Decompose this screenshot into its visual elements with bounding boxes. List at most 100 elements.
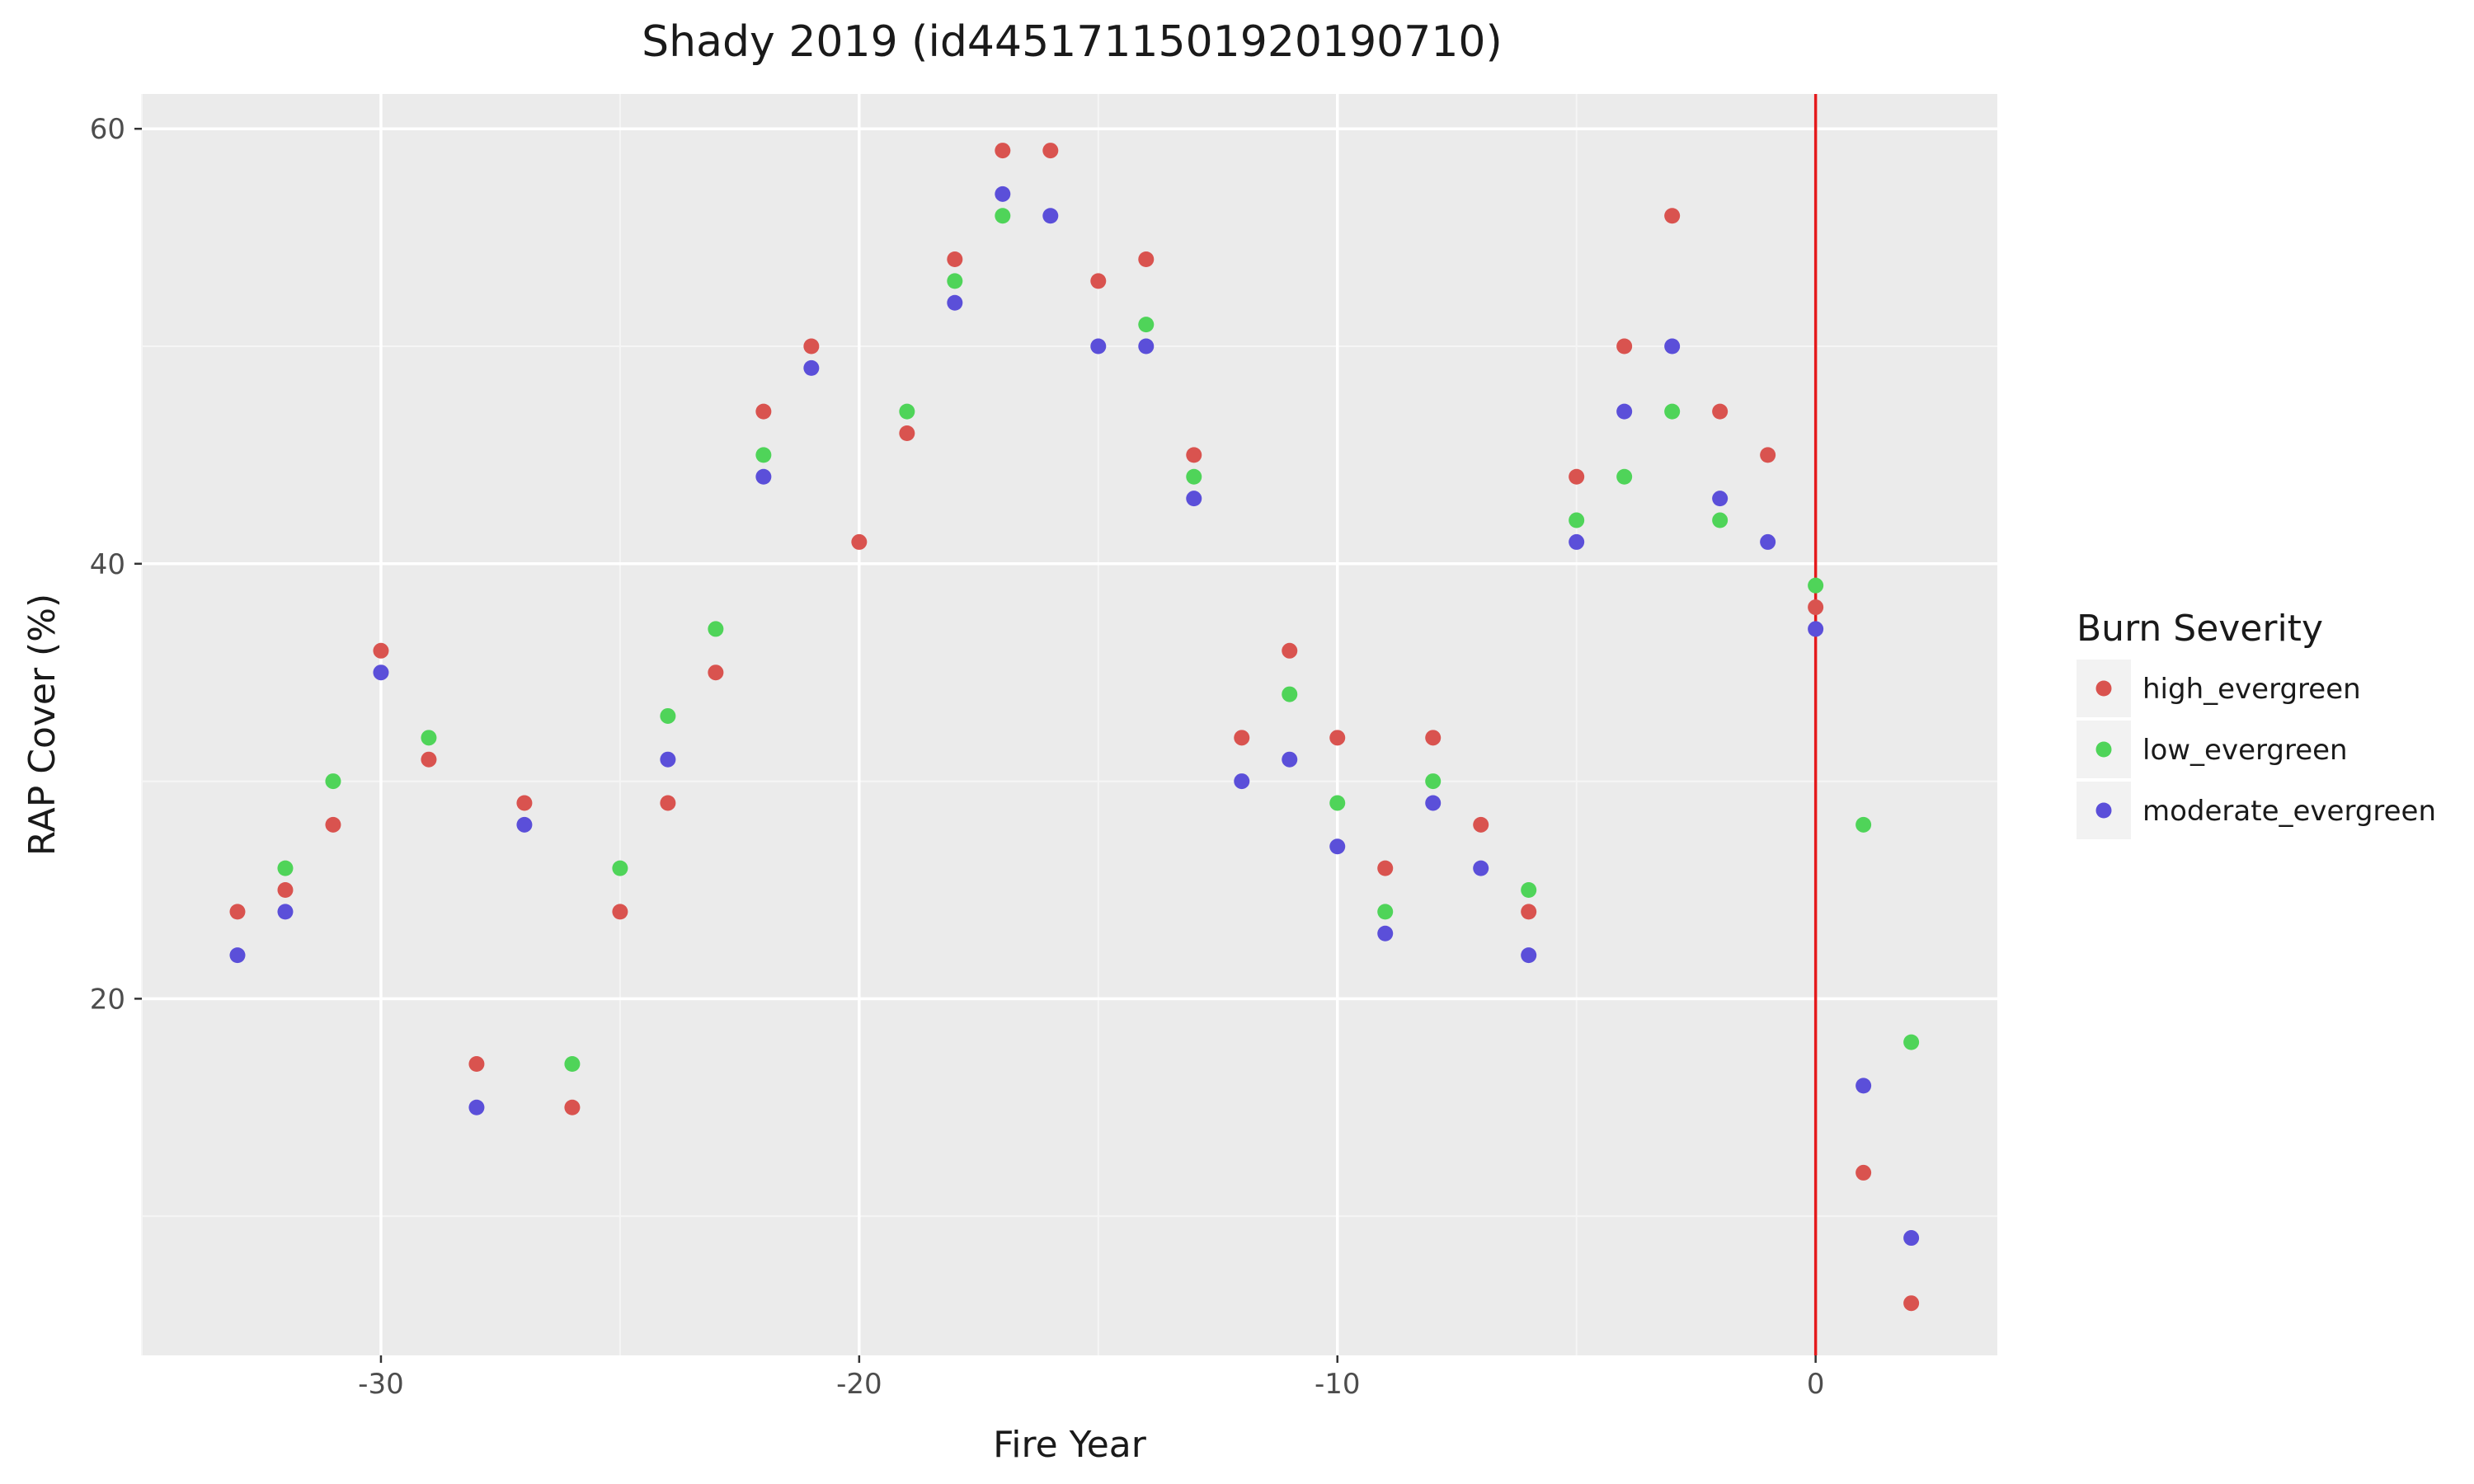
- data-point: [1282, 642, 1298, 659]
- data-point: [1616, 338, 1633, 355]
- data-point: [1138, 317, 1155, 333]
- x-axis-ticks: -30 -20 -10 0: [358, 1355, 1824, 1401]
- legend-label: moderate_evergreen: [2142, 795, 2436, 828]
- data-point: [1138, 251, 1155, 267]
- data-point: [1903, 1230, 1920, 1247]
- data-point: [1760, 533, 1776, 550]
- legend-label: low_evergreen: [2142, 734, 2348, 767]
- data-point: [1712, 512, 1729, 528]
- data-point: [803, 338, 820, 355]
- data-point: [1616, 468, 1633, 485]
- data-point: [1138, 338, 1155, 355]
- data-point: [1664, 403, 1681, 420]
- data-point: [708, 621, 724, 637]
- data-point: [612, 860, 628, 876]
- data-point: [373, 642, 389, 659]
- data-point: [1856, 1164, 1872, 1181]
- series-high-evergreen: [229, 143, 1920, 1312]
- data-point: [1808, 577, 1824, 594]
- data-point: [564, 1056, 581, 1073]
- data-point: [1473, 860, 1489, 876]
- data-point: [1234, 730, 1250, 746]
- data-point: [1616, 403, 1633, 420]
- data-point: [1186, 468, 1202, 485]
- chart-title: Shady 2019 (id4451711501920190710): [642, 17, 1503, 67]
- data-point: [325, 773, 341, 790]
- data-point: [660, 751, 676, 768]
- data-point: [1090, 273, 1107, 289]
- data-point: [1856, 1078, 1872, 1094]
- data-point: [277, 881, 294, 898]
- legend-items: high_evergreen low_evergreen moderate_ever…: [2077, 660, 2436, 839]
- data-point: [1186, 491, 1202, 507]
- data-point: [660, 707, 676, 724]
- legend-label: high_evergreen: [2142, 673, 2361, 706]
- data-point: [421, 730, 437, 746]
- data-point: [1856, 816, 1872, 833]
- data-point: [1664, 208, 1681, 224]
- x-tick-label: -20: [836, 1368, 882, 1401]
- data-points: [229, 143, 1920, 1312]
- data-point: [468, 1099, 485, 1115]
- y-tick-label: 60: [90, 113, 125, 146]
- data-point: [516, 795, 533, 811]
- data-point: [755, 447, 772, 463]
- data-point: [947, 251, 963, 267]
- data-point: [1903, 1034, 1920, 1050]
- series-moderate-evergreen: [229, 186, 1920, 1247]
- data-point: [1282, 751, 1298, 768]
- data-point: [995, 208, 1011, 224]
- data-point: [1903, 1295, 1920, 1312]
- data-point: [1521, 881, 1537, 898]
- y-axis-title: RAP Cover (%): [21, 594, 63, 856]
- data-point: [995, 143, 1011, 159]
- data-point: [1760, 447, 1776, 463]
- data-point: [1090, 338, 1107, 355]
- data-point: [421, 751, 437, 768]
- data-point: [1712, 403, 1729, 420]
- data-point: [1234, 773, 1250, 790]
- data-point: [1186, 447, 1202, 463]
- data-point: [1569, 533, 1585, 550]
- legend-key-marker: [2095, 802, 2112, 819]
- data-point: [803, 359, 820, 376]
- data-point: [708, 665, 724, 681]
- data-point: [373, 665, 389, 681]
- data-point: [1042, 208, 1059, 224]
- data-point: [229, 947, 246, 964]
- data-point: [1377, 860, 1394, 876]
- data-point: [1377, 904, 1394, 920]
- grid-minor: [141, 94, 1997, 1355]
- data-point: [612, 904, 628, 920]
- data-point: [995, 186, 1011, 202]
- data-point: [899, 403, 915, 420]
- data-point: [516, 816, 533, 833]
- y-tick-label: 20: [90, 983, 125, 1016]
- data-point: [1425, 773, 1442, 790]
- legend-title: Burn Severity: [2077, 608, 2323, 650]
- data-point: [1569, 468, 1585, 485]
- x-tick-label: 0: [1807, 1368, 1825, 1401]
- data-point: [755, 403, 772, 420]
- data-point: [899, 425, 915, 442]
- data-point: [1664, 338, 1681, 355]
- data-point: [1377, 925, 1394, 942]
- data-point: [468, 1056, 485, 1073]
- legend-item: low_evergreen: [2077, 721, 2348, 778]
- data-point: [947, 273, 963, 289]
- plot-panel: [142, 94, 1997, 1355]
- x-tick-label: -30: [358, 1368, 404, 1401]
- data-point: [1808, 621, 1824, 637]
- data-point: [1329, 730, 1346, 746]
- legend-key-marker: [2095, 680, 2112, 697]
- y-tick-label: 40: [90, 548, 125, 581]
- data-point: [1425, 795, 1442, 811]
- data-point: [851, 533, 868, 550]
- y-axis-ticks: 20 40 60: [90, 113, 142, 1016]
- data-point: [1521, 947, 1537, 964]
- data-point: [1521, 904, 1537, 920]
- legend-item: moderate_evergreen: [2077, 782, 2436, 839]
- data-point: [660, 795, 676, 811]
- data-point: [1569, 512, 1585, 528]
- data-point: [277, 904, 294, 920]
